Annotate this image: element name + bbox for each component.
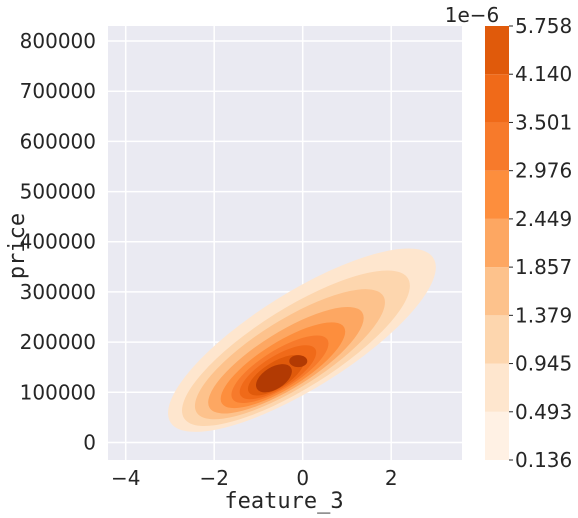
colorbar-tick-label: 0.493 [515,400,572,424]
y-tick-label: 500000 [20,180,96,204]
x-tick-label: 2 [385,466,398,490]
colorbar-tick-label: 2.976 [515,159,572,183]
y-tick-label: 100000 [20,380,96,404]
colorbar-band [485,26,509,75]
colorbar-band [485,218,509,268]
colorbar-tick-label: 3.501 [515,110,572,134]
density-contours [168,248,436,432]
colorbar-band [485,122,509,171]
y-tick-label: 400000 [20,230,96,254]
colorbar-tick-label: 1.857 [515,255,572,279]
colorbar-tick-label: 5.758 [515,14,572,38]
x-tick-label: 0 [296,466,309,490]
colorbar-tick-label: 0.136 [515,448,572,472]
colorbar-band [485,74,509,123]
y-tick-label: 700000 [20,79,96,103]
colorbar-band [485,363,509,412]
y-tick-label: 600000 [20,129,96,153]
colorbar-band [485,170,509,219]
y-tick-label: 300000 [20,280,96,304]
plot-area [108,26,462,460]
grid-lines [108,26,462,460]
x-axis-ticks: −4 −2 0 2 [111,466,398,490]
y-axis-label: price [5,213,30,279]
colorbar-tick-label: 0.945 [515,352,572,376]
colorbar: 0.136 0.493 0.945 1.379 1.857 2.449 2.976 3.501… [485,14,572,472]
colorbar-tick-label: 1.379 [515,303,572,327]
density-secondary-peak [289,355,308,368]
y-tick-label: 200000 [20,330,96,354]
y-axis-ticks: 0 100000 200000 300000 400000 500000 600000 700… [20,29,96,454]
colorbar-band [485,267,509,316]
x-tick-label: −2 [199,466,228,490]
y-tick-label: 800000 [20,29,96,53]
y-tick-label: 0 [83,430,96,454]
colorbar-multiplier: 1e−6 [445,3,500,27]
colorbar-band [485,411,509,460]
density-contour-level [256,364,292,393]
colorbar-tick-label: 4.140 [515,62,572,86]
x-tick-label: −4 [111,466,140,490]
colorbar-tick-label: 2.449 [515,207,572,231]
colorbar-band [485,315,509,364]
x-axis-label: feature_3 [224,489,343,514]
